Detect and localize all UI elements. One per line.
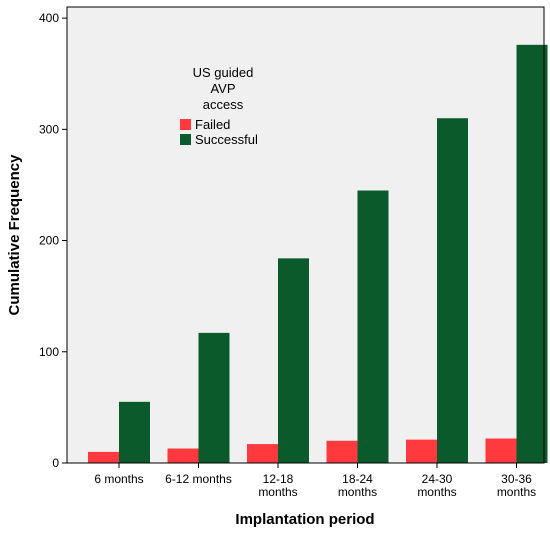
bar-successful-5 xyxy=(437,118,468,463)
bar-failed-6 xyxy=(485,438,517,463)
legend-title-line-3: access xyxy=(203,97,244,112)
bar-failed-2 xyxy=(167,448,199,463)
bar-successful-1 xyxy=(119,401,150,463)
y-tick-label: 100 xyxy=(39,345,59,359)
legend-label-failed: Failed xyxy=(195,117,230,132)
x-tick-label: months xyxy=(497,485,536,499)
x-tick-label: 6 months xyxy=(94,472,143,486)
legend-swatch-failed xyxy=(180,119,191,130)
legend-title-line-2: AVP xyxy=(210,81,235,96)
bar-successful-4 xyxy=(357,190,389,463)
plot-area-frame xyxy=(66,6,545,464)
legend-swatch-successful xyxy=(180,134,191,145)
bar-failed-1 xyxy=(88,451,119,463)
y-tick-label: 0 xyxy=(52,456,59,470)
x-tick-label: months xyxy=(258,485,297,499)
bar-failed-4 xyxy=(326,440,358,463)
x-tick-label: months xyxy=(338,485,377,499)
y-tick-label: 200 xyxy=(39,234,59,248)
bar-failed-5 xyxy=(406,439,437,463)
x-axis-title: Implantation period xyxy=(235,511,374,528)
legend: US guided AVP access Failed Successful xyxy=(180,65,258,147)
y-tick-label: 300 xyxy=(39,122,59,136)
legend-title-line-1: US guided xyxy=(193,65,254,80)
bar-successful-6 xyxy=(516,44,548,463)
y-axis-title: Cumulative Frequency xyxy=(6,154,23,316)
bar-failed-3 xyxy=(247,444,278,463)
x-tick-label: 6-12 months xyxy=(165,472,232,486)
bars-group xyxy=(88,44,548,463)
bar-successful-2 xyxy=(198,332,230,463)
x-tick-label: 18-24 xyxy=(342,472,373,486)
legend-label-successful: Successful xyxy=(195,132,258,147)
bar-successful-3 xyxy=(278,258,309,463)
y-axis: 0 100 200 300 400 xyxy=(39,11,67,470)
x-tick-label: 24-30 xyxy=(422,472,453,486)
x-axis: 6 months 6-12 months 12-18months18-24month… xyxy=(94,463,536,499)
x-tick-label: months xyxy=(417,485,456,499)
y-tick-label: 400 xyxy=(39,11,59,25)
x-tick-label: 30-36 xyxy=(501,472,532,486)
x-tick-label: 12-18 xyxy=(263,472,294,486)
